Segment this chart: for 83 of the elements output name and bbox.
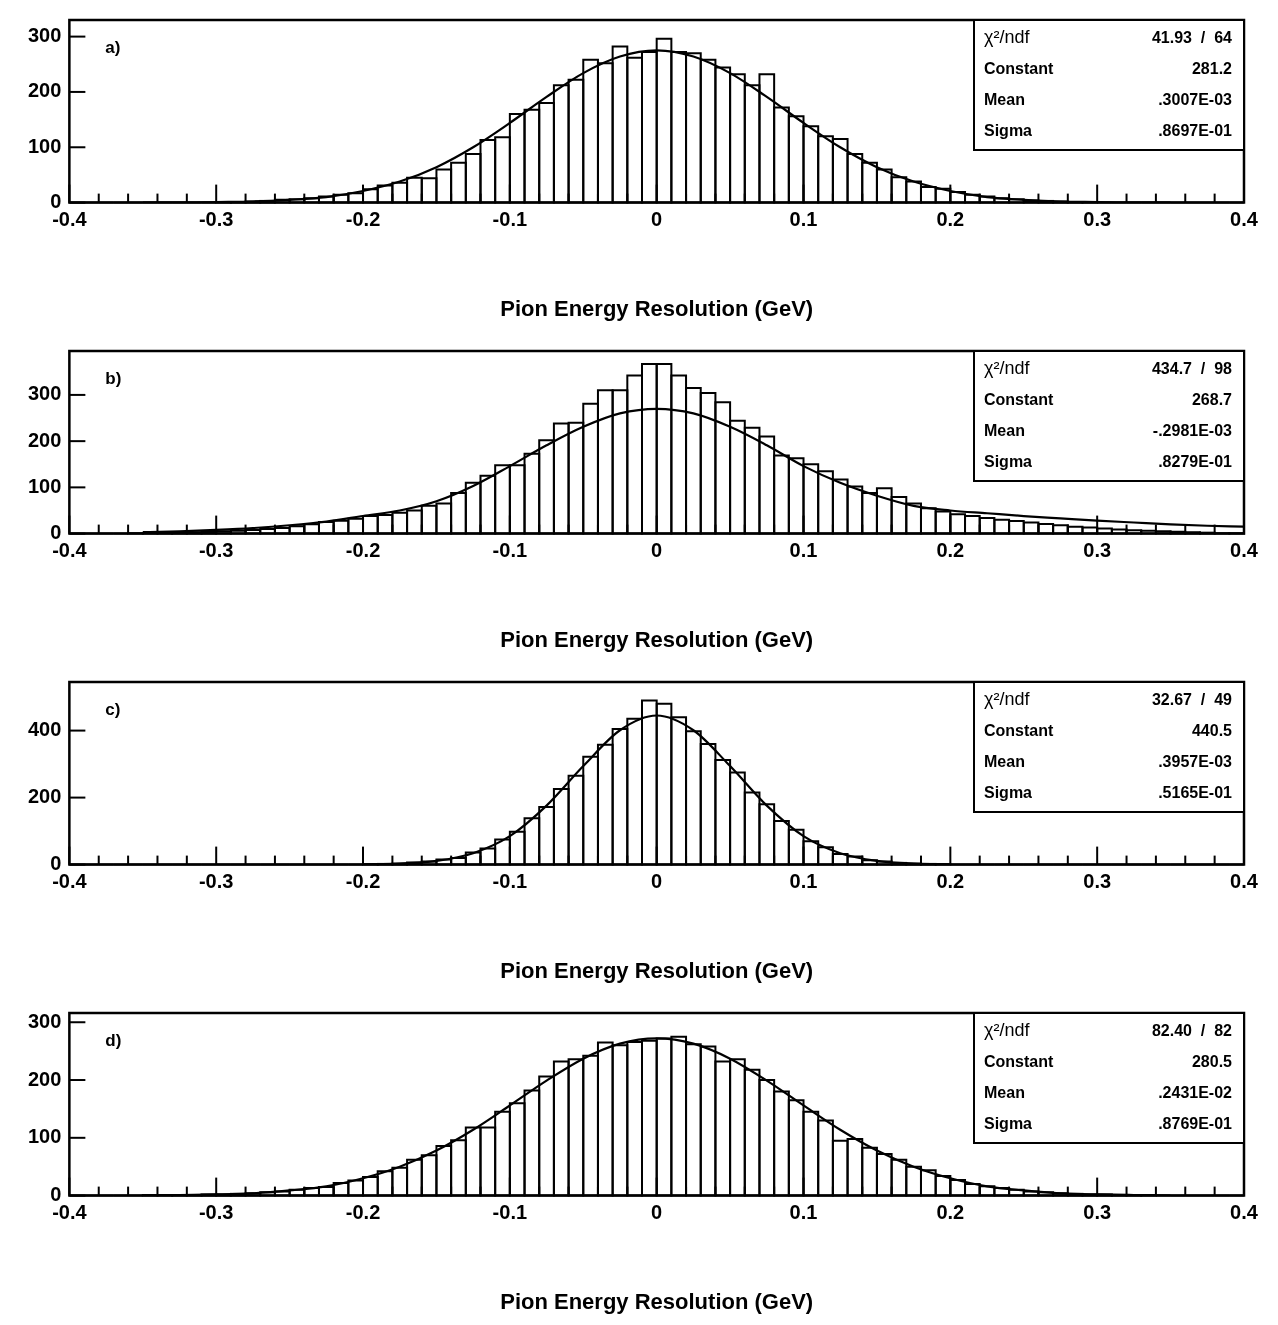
x-tick-label: 0.1 xyxy=(789,539,818,562)
annotation: Sigma xyxy=(984,1114,1033,1132)
x-tick-label: 0.2 xyxy=(936,208,965,231)
y-tick-label: 300 xyxy=(27,382,62,405)
annotation: χ²/ndf xyxy=(984,689,1031,710)
x-tick-label: -0.3 xyxy=(198,539,234,562)
x-tick-label: 0.4 xyxy=(1230,870,1259,893)
y-tick-label: 300 xyxy=(27,24,62,47)
x-axis-title: Pion Energy Resolution (GeV) xyxy=(500,626,814,652)
x-tick-label: 0.1 xyxy=(789,870,818,893)
annotation: .3007E-03 xyxy=(1158,90,1233,108)
annotation: d) xyxy=(105,1030,122,1050)
x-tick-label: 0 xyxy=(651,870,663,893)
x-tick-label: -0.2 xyxy=(345,208,381,231)
x-tick-label: -0.3 xyxy=(198,1201,234,1224)
x-axis-title: Pion Energy Resolution (GeV) xyxy=(500,1288,814,1314)
x-tick-label: -0.3 xyxy=(198,870,234,893)
x-tick-label: 0.3 xyxy=(1083,539,1112,562)
annotation: .5165E-01 xyxy=(1158,783,1233,801)
annotation: Mean xyxy=(984,421,1025,439)
annotation: .2431E-02 xyxy=(1158,1083,1233,1101)
y-tick-label: 200 xyxy=(27,79,62,102)
annotation: 280.5 xyxy=(1191,1052,1233,1070)
x-tick-label: 0.2 xyxy=(936,539,965,562)
x-tick-label: -0.3 xyxy=(198,208,234,231)
y-tick-label: 400 xyxy=(27,718,62,741)
y-tick-label: 200 xyxy=(27,1067,62,1090)
x-tick-label: -0.2 xyxy=(345,539,381,562)
x-tick-label: 0 xyxy=(651,208,663,231)
annotation: c) xyxy=(105,699,121,719)
annotation: χ²/ndf xyxy=(984,1020,1031,1041)
annotation: Mean xyxy=(984,1083,1025,1101)
annotation: Mean xyxy=(984,752,1025,770)
annotation: χ²/ndf xyxy=(984,27,1031,48)
annotation: Constant xyxy=(984,721,1054,739)
annotation: .8697E-01 xyxy=(1158,121,1233,139)
y-tick-label: 200 xyxy=(27,428,62,451)
x-tick-label: 0.1 xyxy=(789,1201,818,1224)
y-tick-label: 200 xyxy=(27,785,62,808)
x-tick-label: 0.4 xyxy=(1230,539,1259,562)
annotation: .8769E-01 xyxy=(1158,1114,1233,1132)
x-axis-title: Pion Energy Resolution (GeV) xyxy=(500,295,814,321)
annotation: Mean xyxy=(984,90,1025,108)
x-tick-label: -0.1 xyxy=(492,1201,528,1224)
annotation: 440.5 xyxy=(1191,721,1233,739)
x-tick-label: 0.3 xyxy=(1083,870,1112,893)
y-tick-label: 300 xyxy=(27,1009,62,1032)
annotation: b) xyxy=(105,368,122,388)
x-tick-label: -0.1 xyxy=(492,539,528,562)
y-tick-label: 100 xyxy=(27,474,62,497)
annotation: Constant xyxy=(984,390,1054,408)
x-axis-title: Pion Energy Resolution (GeV) xyxy=(500,957,814,983)
annotation: -.2981E-03 xyxy=(1152,421,1233,439)
annotation: Sigma xyxy=(984,452,1033,470)
x-tick-label: 0.3 xyxy=(1083,1201,1112,1224)
annotation: 82.40 / 82 xyxy=(1151,1021,1233,1039)
x-tick-label: -0.1 xyxy=(492,870,528,893)
annotation: .3957E-03 xyxy=(1158,752,1233,770)
annotation: 268.7 xyxy=(1191,390,1233,408)
x-tick-label: 0.4 xyxy=(1230,1201,1259,1224)
annotation: 41.93 / 64 xyxy=(1151,28,1233,46)
y-tick-label: 100 xyxy=(27,1125,62,1148)
annotation: Sigma xyxy=(984,121,1033,139)
x-tick-label: 0 xyxy=(651,539,663,562)
x-tick-label: 0.3 xyxy=(1083,208,1112,231)
annotation: 434.7 / 98 xyxy=(1151,359,1233,377)
x-tick-label: -0.2 xyxy=(345,1201,381,1224)
x-tick-label: -0.2 xyxy=(345,870,381,893)
annotation: Constant xyxy=(984,1052,1054,1070)
annotation: 281.2 xyxy=(1191,59,1233,77)
x-tick-label: 0.2 xyxy=(936,1201,965,1224)
x-tick-label: 0.4 xyxy=(1230,208,1259,231)
annotation: χ²/ndf xyxy=(984,358,1031,379)
y-tick-label: 100 xyxy=(27,134,62,157)
annotation: 32.67 / 49 xyxy=(1151,690,1233,708)
x-tick-label: 0.2 xyxy=(936,870,965,893)
annotation: Constant xyxy=(984,59,1054,77)
x-tick-label: -0.1 xyxy=(492,208,528,231)
annotation: a) xyxy=(105,37,121,57)
x-tick-label: 0.1 xyxy=(789,208,818,231)
annotation: Sigma xyxy=(984,783,1033,801)
annotation: .8279E-01 xyxy=(1158,452,1233,470)
x-tick-label: 0 xyxy=(651,1201,663,1224)
